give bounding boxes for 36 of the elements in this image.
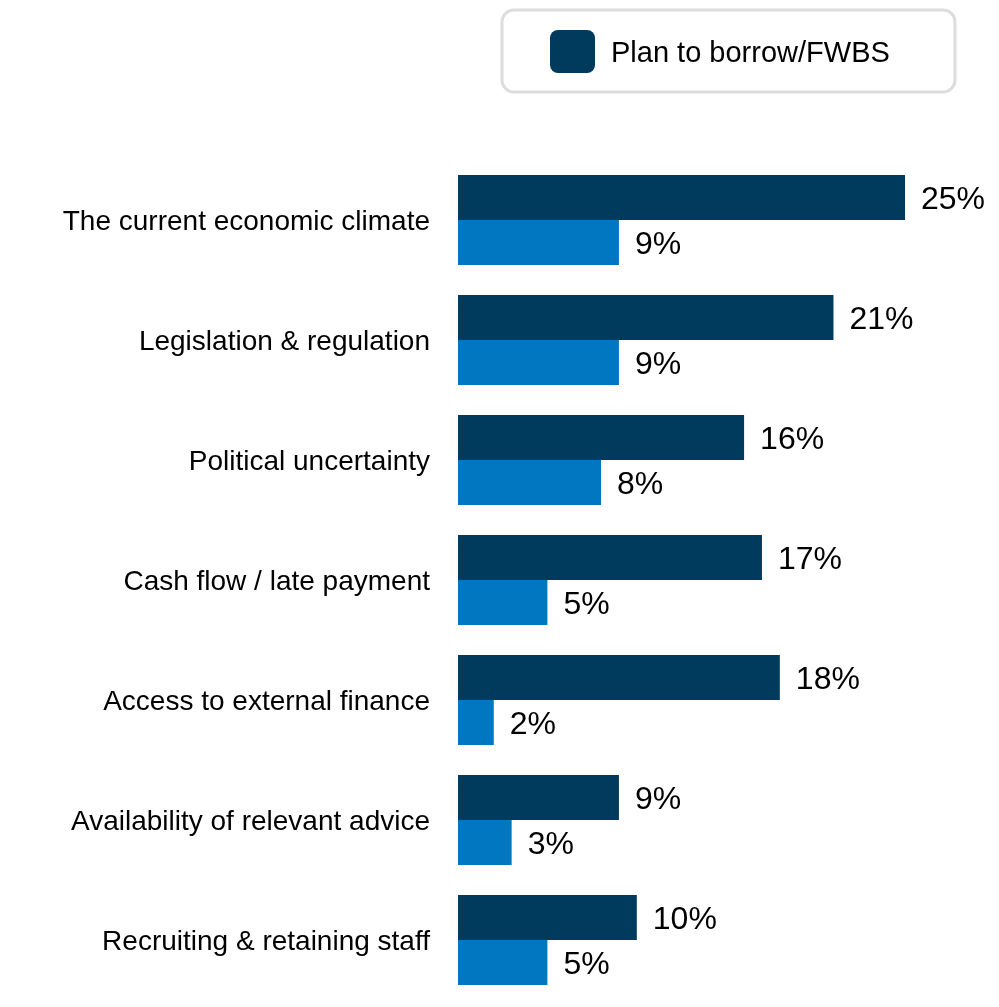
bar — [458, 655, 780, 700]
data-label: 2% — [509, 704, 557, 741]
y-tick-label: Availability of relevant advice — [70, 804, 430, 836]
data-label: 16% — [760, 419, 825, 456]
data-label: 21% — [849, 299, 914, 336]
bar — [458, 580, 548, 625]
bar — [458, 700, 494, 745]
bar — [458, 940, 548, 985]
y-tick-label: Access to external finance — [103, 684, 430, 716]
bar — [458, 340, 619, 385]
y-tick-label: Recruiting & retaining staff — [102, 924, 431, 956]
bar — [458, 295, 834, 340]
data-label: 10% — [652, 899, 717, 936]
y-tick-label: Cash flow / late payment — [123, 564, 431, 596]
data-label: 18% — [795, 659, 860, 696]
data-label: 9% — [634, 779, 682, 816]
data-label: 3% — [527, 824, 574, 861]
data-label: 5% — [563, 584, 610, 621]
bar — [458, 415, 745, 460]
bar — [458, 220, 619, 265]
data-label: 8% — [617, 464, 664, 501]
y-tick-label: The current economic climate — [62, 204, 430, 236]
bar — [458, 820, 512, 865]
data-label: 25% — [921, 179, 986, 216]
y-tick-label: Legislation & regulation — [138, 324, 430, 356]
bar — [458, 895, 637, 940]
data-label: 5% — [563, 944, 610, 981]
bar — [458, 535, 762, 580]
bar — [458, 460, 602, 505]
data-label: 17% — [777, 539, 843, 576]
bar — [458, 775, 619, 820]
y-tick-label: Political uncertainty — [188, 444, 430, 476]
legend-label: Plan to borrow/FWBS — [611, 36, 890, 68]
data-label: 9% — [634, 224, 682, 261]
bar — [458, 175, 905, 220]
data-label: 9% — [634, 344, 682, 381]
